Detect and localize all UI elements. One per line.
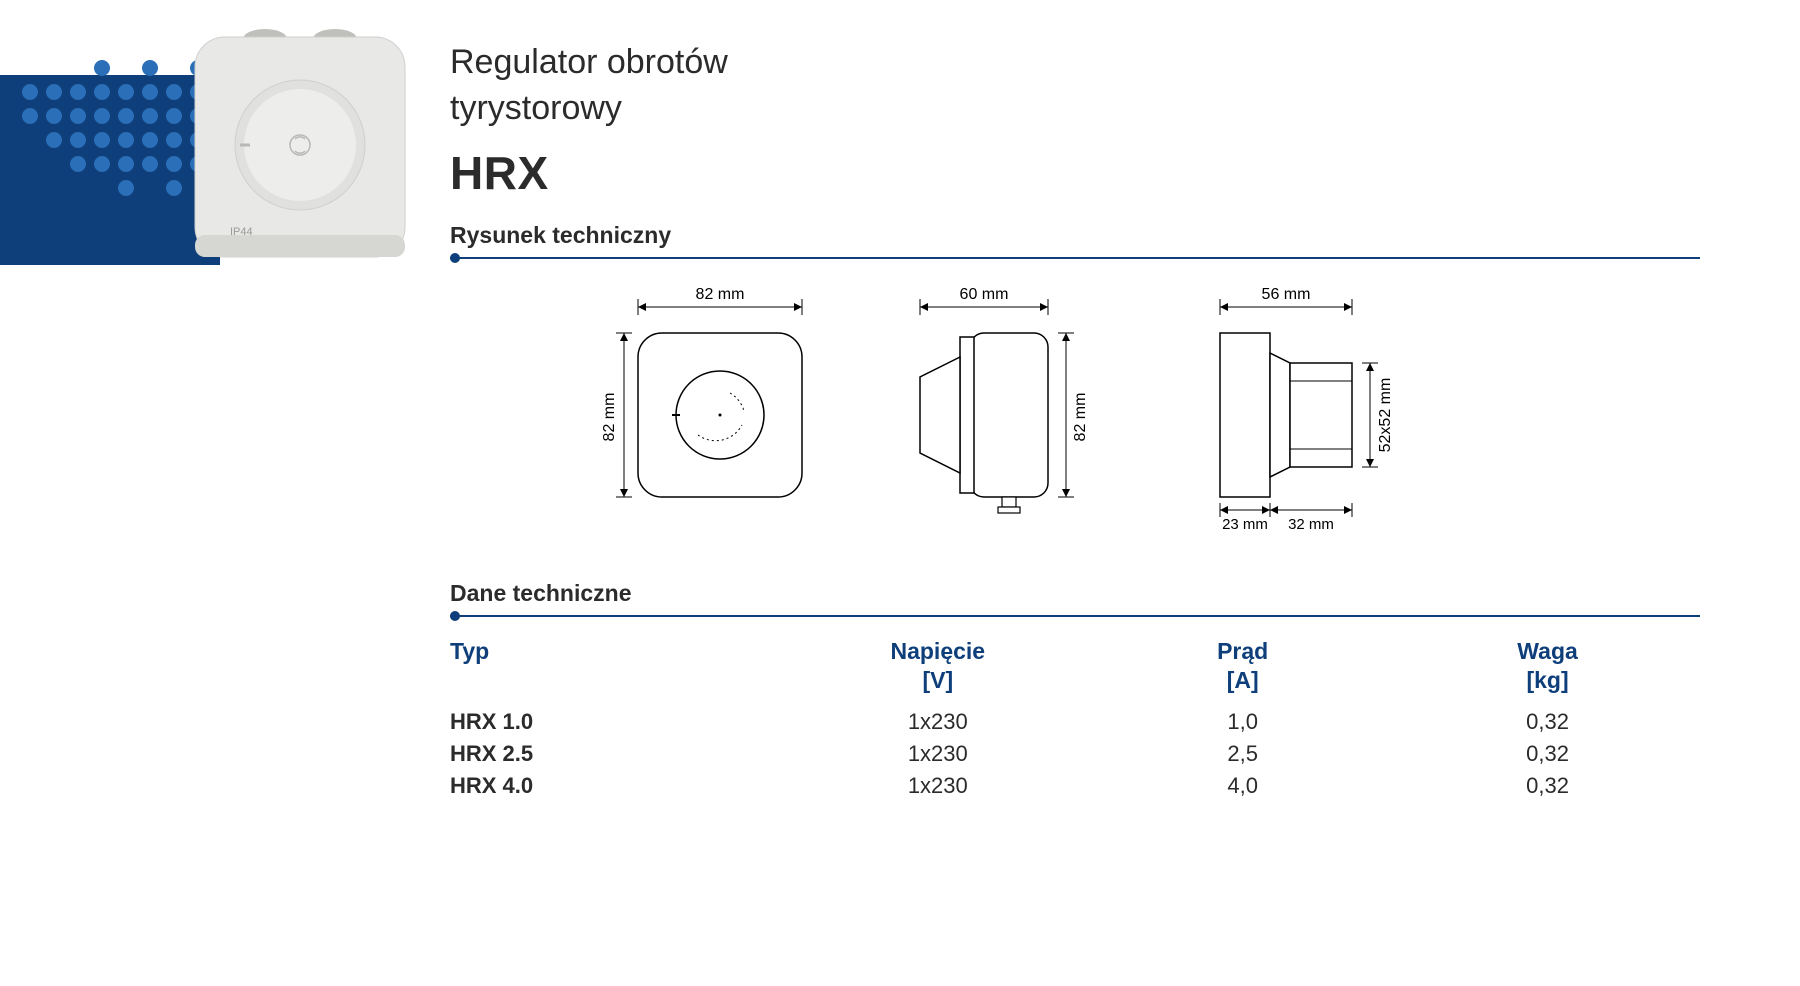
brand-dot	[94, 180, 114, 200]
table-col-header: Typ	[450, 637, 785, 695]
brand-dot	[142, 60, 158, 76]
table-body: HRX 1.01x2301,00,32HRX 2.51x2302,50,32HR…	[450, 706, 1700, 802]
brand-dot	[166, 180, 182, 196]
table-cell: 0,32	[1395, 709, 1700, 735]
brand-dot	[46, 132, 62, 148]
brand-dot	[22, 180, 42, 200]
brand-dot	[166, 108, 182, 124]
right-column: Regulator obrotów tyrystorowy HRX Rysune…	[440, 0, 1800, 986]
table-row: HRX 2.51x2302,50,32	[450, 738, 1700, 770]
table-cell: HRX 2.5	[450, 741, 785, 767]
table-cell: HRX 1.0	[450, 709, 785, 735]
brand-dot	[70, 108, 86, 124]
brand-dot	[94, 84, 110, 100]
table-col-header: Prąd[A]	[1090, 637, 1395, 695]
dim-side-top: 60 mm	[960, 286, 1009, 303]
brand-dot	[142, 156, 158, 172]
brand-dot	[142, 84, 158, 100]
table-cell: HRX 4.0	[450, 773, 785, 799]
table-header: TypNapięcie[V]Prąd[A]Waga[kg]	[450, 637, 1700, 695]
dim-front-left: 82 mm	[601, 392, 618, 441]
brand-dot	[142, 108, 158, 124]
brand-dot	[142, 180, 162, 200]
section-title-data: Dane techniczne	[450, 580, 1700, 607]
brand-dot	[142, 132, 158, 148]
brand-dot	[22, 108, 38, 124]
product-photo: IP44	[185, 25, 415, 270]
dim-back-br: 32 mm	[1288, 516, 1334, 533]
title-line-1: Regulator obrotów	[450, 40, 1700, 86]
technical-drawings: 82 mm 82 mm	[580, 285, 1700, 545]
dim-side-right: 82 mm	[1072, 392, 1089, 441]
brand-dot	[118, 156, 134, 172]
section-rule-2	[450, 609, 1700, 623]
dim-back-top: 56 mm	[1262, 286, 1311, 303]
brand-dot	[46, 60, 66, 80]
brand-dot	[118, 180, 134, 196]
brand-dot	[22, 132, 42, 152]
table-row: HRX 1.01x2301,00,32	[450, 706, 1700, 738]
dim-front-top: 82 mm	[696, 286, 745, 303]
brand-dot	[70, 132, 86, 148]
brand-dot	[70, 84, 86, 100]
brand-dot	[166, 132, 182, 148]
section-title-drawing: Rysunek techniczny	[450, 222, 1700, 249]
brand-dot	[166, 84, 182, 100]
brand-dot	[70, 156, 86, 172]
dot-grid	[22, 60, 210, 200]
brand-dot	[118, 60, 138, 80]
table-cell: 1x230	[785, 741, 1090, 767]
brand-dot	[94, 156, 110, 172]
table-cell: 1x230	[785, 709, 1090, 735]
table-col-header: Napięcie[V]	[785, 637, 1090, 695]
table-row: HRX 4.01x2304,00,32	[450, 770, 1700, 802]
section-rule	[450, 251, 1700, 265]
drawing-back: 56 mm 52x52 mm	[1190, 285, 1450, 545]
brand-dot	[166, 156, 182, 172]
brand-dot	[94, 108, 110, 124]
brand-dot	[118, 132, 134, 148]
brand-dot	[22, 60, 42, 80]
product-code: HRX	[450, 146, 1700, 200]
brand-dot	[70, 180, 90, 200]
brand-dot	[94, 132, 110, 148]
brand-dot	[166, 60, 186, 80]
page: IP44 Regulator obrotów tyrystorowy HRX R…	[0, 0, 1800, 986]
brand-dot	[70, 60, 90, 80]
table-cell: 1,0	[1090, 709, 1395, 735]
left-column: IP44	[0, 0, 440, 986]
dim-back-bl: 23 mm	[1222, 516, 1268, 533]
brand-dot	[22, 84, 38, 100]
drawing-front: 82 mm 82 mm	[580, 285, 820, 545]
table-cell: 0,32	[1395, 741, 1700, 767]
brand-dot	[118, 84, 134, 100]
brand-dot	[46, 180, 66, 200]
brand-dot	[118, 108, 134, 124]
title-line-2: tyrystorowy	[450, 86, 1700, 132]
brand-dot	[46, 84, 62, 100]
brand-dot	[22, 156, 42, 176]
tech-table: TypNapięcie[V]Prąd[A]Waga[kg] HRX 1.01x2…	[450, 637, 1700, 803]
svg-text:IP44: IP44	[230, 226, 253, 238]
brand-dot	[94, 60, 110, 76]
brand-dot	[46, 108, 62, 124]
table-col-header: Waga[kg]	[1395, 637, 1700, 695]
dim-back-right: 52x52 mm	[1377, 377, 1394, 452]
table-cell: 2,5	[1090, 741, 1395, 767]
drawing-side: 60 mm 82 mm	[890, 285, 1120, 545]
table-cell: 0,32	[1395, 773, 1700, 799]
brand-dot	[46, 156, 66, 176]
table-cell: 1x230	[785, 773, 1090, 799]
table-cell: 4,0	[1090, 773, 1395, 799]
